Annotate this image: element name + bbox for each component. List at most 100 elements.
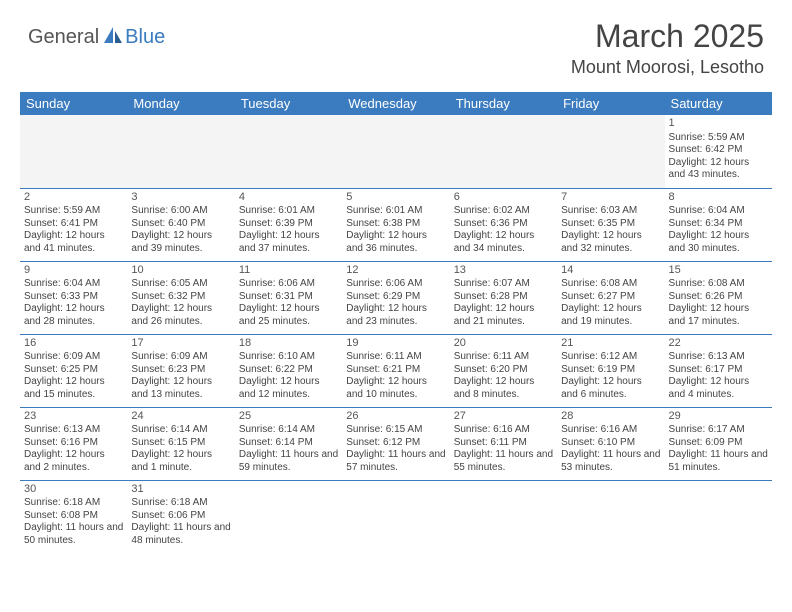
- sunset-text: Sunset: 6:15 PM: [131, 437, 230, 450]
- daylight-text: Daylight: 11 hours and 53 minutes.: [561, 449, 660, 474]
- calendar-cell: [235, 115, 342, 188]
- sunset-text: Sunset: 6:08 PM: [24, 510, 123, 523]
- day-number: 4: [239, 191, 338, 205]
- sunset-text: Sunset: 6:28 PM: [454, 291, 553, 304]
- sunset-text: Sunset: 6:40 PM: [131, 218, 230, 231]
- sunset-text: Sunset: 6:26 PM: [669, 291, 768, 304]
- calendar-cell: [20, 115, 127, 188]
- daylight-text: Daylight: 11 hours and 59 minutes.: [239, 449, 338, 474]
- calendar-cell: [235, 480, 342, 553]
- calendar-cell: 13Sunrise: 6:07 AMSunset: 6:28 PMDayligh…: [450, 261, 557, 334]
- daylight-text: Daylight: 11 hours and 48 minutes.: [131, 522, 230, 547]
- sunset-text: Sunset: 6:11 PM: [454, 437, 553, 450]
- calendar-cell: 27Sunrise: 6:16 AMSunset: 6:11 PMDayligh…: [450, 407, 557, 480]
- daylight-text: Daylight: 12 hours and 37 minutes.: [239, 230, 338, 255]
- sunset-text: Sunset: 6:35 PM: [561, 218, 660, 231]
- day-number: 30: [24, 483, 123, 497]
- day-number: 20: [454, 337, 553, 351]
- daylight-text: Daylight: 12 hours and 36 minutes.: [346, 230, 445, 255]
- day-number: 28: [561, 410, 660, 424]
- calendar-cell: [665, 480, 772, 553]
- sunset-text: Sunset: 6:34 PM: [669, 218, 768, 231]
- day-number: 26: [346, 410, 445, 424]
- sunrise-text: Sunrise: 6:04 AM: [24, 278, 123, 291]
- calendar-cell: [450, 480, 557, 553]
- daylight-text: Daylight: 11 hours and 55 minutes.: [454, 449, 553, 474]
- daylight-text: Daylight: 12 hours and 15 minutes.: [24, 376, 123, 401]
- logo-text-blue: Blue: [125, 26, 165, 49]
- day-number: 1: [669, 117, 768, 131]
- calendar-cell: 17Sunrise: 6:09 AMSunset: 6:23 PMDayligh…: [127, 334, 234, 407]
- day-number: 7: [561, 191, 660, 205]
- daylight-text: Daylight: 12 hours and 41 minutes.: [24, 230, 123, 255]
- calendar-cell: 28Sunrise: 6:16 AMSunset: 6:10 PMDayligh…: [557, 407, 664, 480]
- sunset-text: Sunset: 6:42 PM: [669, 144, 768, 157]
- daylight-text: Daylight: 12 hours and 28 minutes.: [24, 303, 123, 328]
- sunset-text: Sunset: 6:22 PM: [239, 364, 338, 377]
- calendar-cell: 16Sunrise: 6:09 AMSunset: 6:25 PMDayligh…: [20, 334, 127, 407]
- day-number: 18: [239, 337, 338, 351]
- sunrise-text: Sunrise: 6:18 AM: [24, 497, 123, 510]
- sunset-text: Sunset: 6:20 PM: [454, 364, 553, 377]
- calendar-cell: 26Sunrise: 6:15 AMSunset: 6:12 PMDayligh…: [342, 407, 449, 480]
- weekday-header: Friday: [557, 92, 664, 115]
- calendar-cell: 15Sunrise: 6:08 AMSunset: 6:26 PMDayligh…: [665, 261, 772, 334]
- daylight-text: Daylight: 12 hours and 34 minutes.: [454, 230, 553, 255]
- sunrise-text: Sunrise: 6:13 AM: [669, 351, 768, 364]
- daylight-text: Daylight: 12 hours and 21 minutes.: [454, 303, 553, 328]
- weekday-header: Sunday: [20, 92, 127, 115]
- day-number: 31: [131, 483, 230, 497]
- calendar-cell: 31Sunrise: 6:18 AMSunset: 6:06 PMDayligh…: [127, 480, 234, 553]
- calendar-cell: 24Sunrise: 6:14 AMSunset: 6:15 PMDayligh…: [127, 407, 234, 480]
- weekday-header: Tuesday: [235, 92, 342, 115]
- sunset-text: Sunset: 6:10 PM: [561, 437, 660, 450]
- calendar-cell: 18Sunrise: 6:10 AMSunset: 6:22 PMDayligh…: [235, 334, 342, 407]
- sunrise-text: Sunrise: 6:02 AM: [454, 205, 553, 218]
- day-number: 25: [239, 410, 338, 424]
- calendar-row: 1Sunrise: 5:59 AMSunset: 6:42 PMDaylight…: [20, 115, 772, 188]
- weekday-header: Saturday: [665, 92, 772, 115]
- day-number: 29: [669, 410, 768, 424]
- location: Mount Moorosi, Lesotho: [571, 57, 764, 78]
- calendar-cell: 2Sunrise: 5:59 AMSunset: 6:41 PMDaylight…: [20, 188, 127, 261]
- calendar-table: Sunday Monday Tuesday Wednesday Thursday…: [20, 92, 772, 553]
- calendar-row: 30Sunrise: 6:18 AMSunset: 6:08 PMDayligh…: [20, 480, 772, 553]
- calendar-cell: 21Sunrise: 6:12 AMSunset: 6:19 PMDayligh…: [557, 334, 664, 407]
- calendar-cell: 20Sunrise: 6:11 AMSunset: 6:20 PMDayligh…: [450, 334, 557, 407]
- calendar-cell: 3Sunrise: 6:00 AMSunset: 6:40 PMDaylight…: [127, 188, 234, 261]
- logo-text-general: General: [28, 26, 99, 49]
- day-number: 9: [24, 264, 123, 278]
- day-number: 21: [561, 337, 660, 351]
- calendar-cell: [557, 115, 664, 188]
- calendar-row: 2Sunrise: 5:59 AMSunset: 6:41 PMDaylight…: [20, 188, 772, 261]
- daylight-text: Daylight: 11 hours and 51 minutes.: [669, 449, 768, 474]
- day-number: 24: [131, 410, 230, 424]
- sunrise-text: Sunrise: 6:14 AM: [131, 424, 230, 437]
- sunset-text: Sunset: 6:14 PM: [239, 437, 338, 450]
- day-number: 13: [454, 264, 553, 278]
- sunrise-text: Sunrise: 6:07 AM: [454, 278, 553, 291]
- header: General Blue March 2025 Mount Moorosi, L…: [0, 0, 792, 82]
- sunrise-text: Sunrise: 5:59 AM: [669, 132, 768, 145]
- calendar-cell: 12Sunrise: 6:06 AMSunset: 6:29 PMDayligh…: [342, 261, 449, 334]
- sunrise-text: Sunrise: 6:09 AM: [24, 351, 123, 364]
- sunrise-text: Sunrise: 6:16 AM: [561, 424, 660, 437]
- calendar-cell: [127, 115, 234, 188]
- sunrise-text: Sunrise: 6:18 AM: [131, 497, 230, 510]
- sunrise-text: Sunrise: 6:13 AM: [24, 424, 123, 437]
- calendar-cell: 8Sunrise: 6:04 AMSunset: 6:34 PMDaylight…: [665, 188, 772, 261]
- daylight-text: Daylight: 12 hours and 32 minutes.: [561, 230, 660, 255]
- logo-sail-icon: [103, 26, 123, 49]
- day-number: 14: [561, 264, 660, 278]
- weekday-header: Monday: [127, 92, 234, 115]
- day-number: 16: [24, 337, 123, 351]
- sunset-text: Sunset: 6:31 PM: [239, 291, 338, 304]
- calendar-cell: 4Sunrise: 6:01 AMSunset: 6:39 PMDaylight…: [235, 188, 342, 261]
- calendar-row: 16Sunrise: 6:09 AMSunset: 6:25 PMDayligh…: [20, 334, 772, 407]
- daylight-text: Daylight: 12 hours and 2 minutes.: [24, 449, 123, 474]
- day-number: 11: [239, 264, 338, 278]
- sunrise-text: Sunrise: 6:11 AM: [454, 351, 553, 364]
- sunrise-text: Sunrise: 6:06 AM: [239, 278, 338, 291]
- day-number: 6: [454, 191, 553, 205]
- day-number: 5: [346, 191, 445, 205]
